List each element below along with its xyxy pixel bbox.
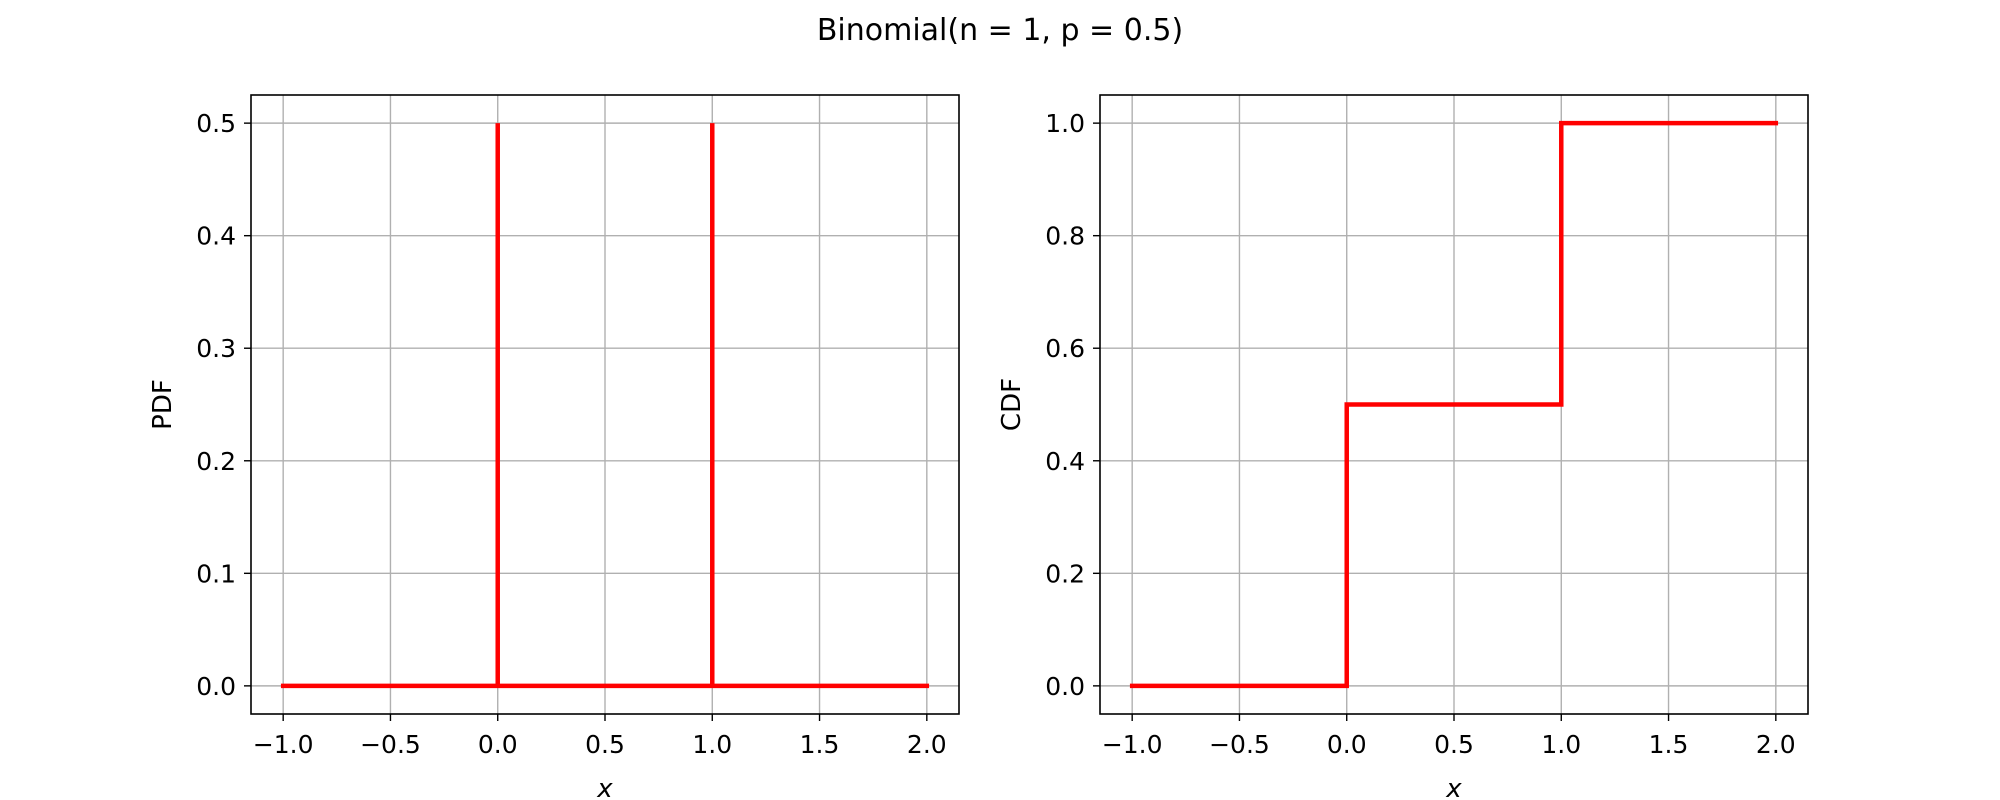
y-tick-label: 0.8 [1045,222,1085,251]
x-tick-label: 1.5 [1649,730,1689,759]
y-tick-label: 0.3 [196,334,236,363]
y-tick-label: 0.0 [196,672,236,701]
y-tick-label: 0.1 [196,559,236,588]
y-tick-label: 0.4 [1045,447,1085,476]
x-tick-label: −0.5 [360,730,421,759]
y-tick-label: 0.2 [196,447,236,476]
x-tick-label: 1.5 [800,730,840,759]
x-tick-label: 1.0 [1541,730,1581,759]
y-tick-label: 0.0 [1045,672,1085,701]
y-axis-label: PDF [148,379,178,430]
figure-title: Binomial(n = 1, p = 0.5) [817,13,1183,48]
x-axis-label: x [596,774,613,800]
x-tick-label: 1.0 [692,730,732,759]
y-tick-label: 0.2 [1045,559,1085,588]
pdf-series-line [280,123,930,689]
y-tick-label: 0.6 [1045,334,1085,363]
x-tick-label: 0.5 [1434,730,1474,759]
x-tick-label: −1.0 [253,730,314,759]
x-tick-label: 0.5 [585,730,625,759]
cdf-series-line [1129,120,1779,689]
x-tick-label: 2.0 [1756,730,1796,759]
x-tick-label: 2.0 [907,730,947,759]
x-axis-label: x [1445,774,1462,800]
x-tick-label: −0.5 [1209,730,1270,759]
x-tick-label: 0.0 [1327,730,1367,759]
x-tick-label: −1.0 [1102,730,1163,759]
y-axis-label: CDF [997,378,1027,431]
y-tick-label: 1.0 [1045,109,1085,138]
x-tick-label: 0.0 [478,730,518,759]
chart-panel-right: −1.0 −0.5 0.0 0.5 1.0 1.5 2.0 0.0 0.2 0.4 0.6 0.8 1.… [997,94,1809,800]
y-tick-label: 0.5 [196,109,236,138]
y-tick-label: 0.4 [196,222,236,251]
chart-panel-left: −1.0 −0.5 0.0 0.5 1.0 1.5 2.0 0.0 0.1 0.2 0.3 0.4 0.… [148,94,960,800]
